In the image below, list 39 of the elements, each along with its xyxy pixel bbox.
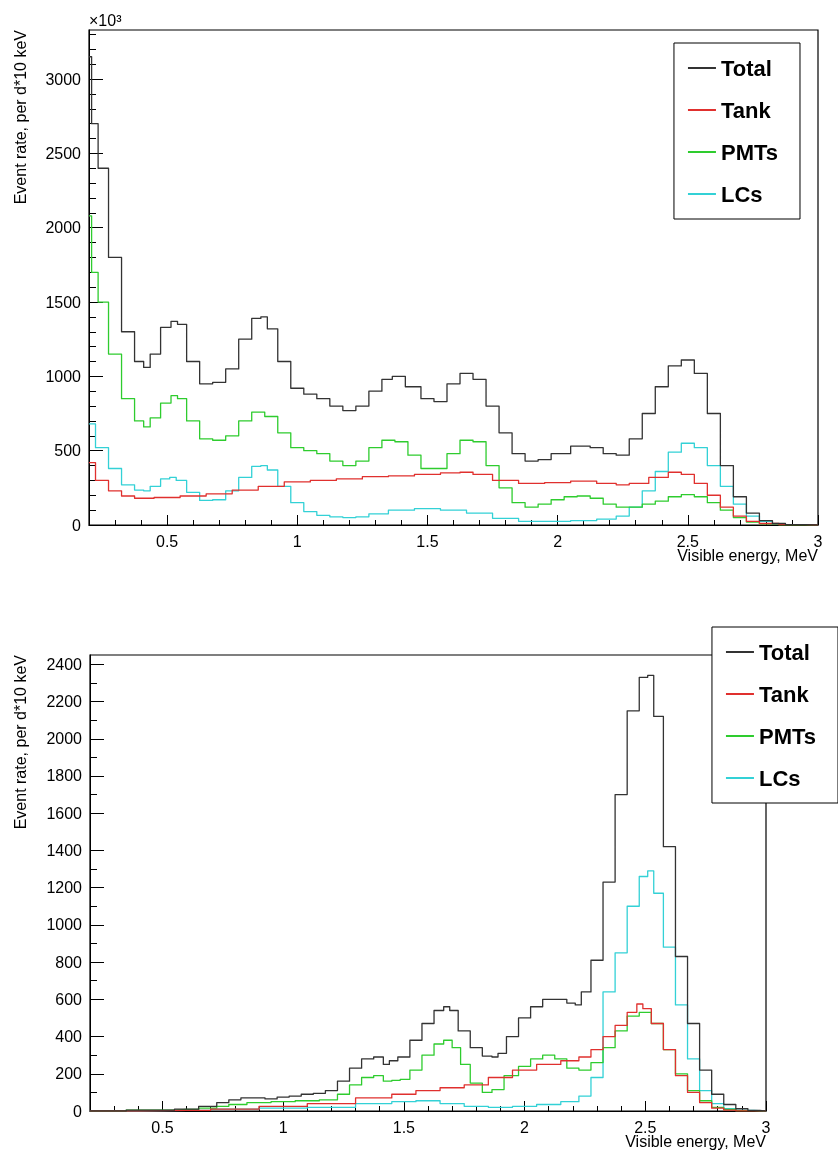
y-tick-label: 2200 xyxy=(46,693,83,711)
y-tick-label: 400 xyxy=(55,1028,83,1046)
legend-label: Total xyxy=(758,639,810,665)
y-tick-label: 0 xyxy=(72,516,82,534)
y-tick-label: 1600 xyxy=(46,804,83,822)
y-tick-label: 1000 xyxy=(46,916,83,934)
x-tick-label: 0.5 xyxy=(155,532,179,550)
y-tick-label: 1400 xyxy=(46,841,83,859)
x-tick-label: 1 xyxy=(292,532,302,550)
legend-label: PMTs xyxy=(758,723,817,749)
legend-label: Total xyxy=(720,55,772,81)
legend-label: PMTs xyxy=(720,139,779,165)
y-tick-label: 600 xyxy=(55,990,83,1008)
y-tick-label: 2400 xyxy=(46,655,83,673)
y-tick-label: 1200 xyxy=(46,879,83,897)
legend-label: Tank xyxy=(720,97,772,123)
x-tick-label: 1.5 xyxy=(392,1118,416,1136)
y-tick-label: 0 xyxy=(73,1102,83,1120)
y-tick-label: 2500 xyxy=(45,144,82,162)
x-tick-label: 2 xyxy=(553,532,563,550)
legend-label: LCs xyxy=(758,765,801,791)
y-tick-label: 800 xyxy=(55,953,83,971)
x-tick-label: 1.5 xyxy=(416,532,439,550)
y-axis-title: Event rate, per d*10 keV xyxy=(11,29,29,205)
y-tick-label: 1500 xyxy=(45,293,82,311)
x-tick-label: 0.5 xyxy=(151,1118,174,1136)
y-tick-label: 3000 xyxy=(45,70,82,88)
text: ×10³ xyxy=(89,11,123,29)
x-tick-label: 2 xyxy=(520,1118,530,1136)
y-tick-label: 1000 xyxy=(45,367,82,385)
x-tick-label: 1 xyxy=(278,1118,288,1136)
y-tick-label: 2000 xyxy=(46,730,83,748)
legend-label: Tank xyxy=(758,681,810,707)
y-tick-label: 200 xyxy=(55,1065,83,1083)
y-tick-label: 500 xyxy=(54,442,82,460)
y-tick-label: 2000 xyxy=(45,219,82,237)
y-axis-title: Event rate, per d*10 keV xyxy=(11,654,29,830)
y-tick-label: 1800 xyxy=(46,767,83,785)
legend-label: LCs xyxy=(720,181,763,207)
